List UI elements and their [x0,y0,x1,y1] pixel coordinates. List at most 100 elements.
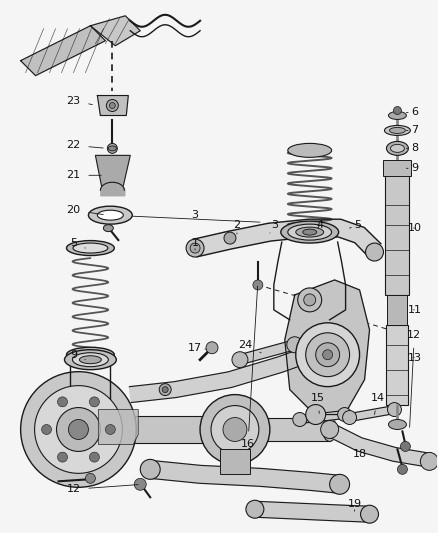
Circle shape [338,408,352,422]
Text: 19: 19 [347,499,362,511]
Text: 17: 17 [188,343,206,353]
Text: 18: 18 [353,449,367,459]
Ellipse shape [303,229,317,235]
Circle shape [293,413,307,426]
Circle shape [68,419,88,439]
Circle shape [57,397,67,407]
Polygon shape [129,347,311,402]
Ellipse shape [97,210,124,220]
Text: 1: 1 [191,238,198,250]
Ellipse shape [243,417,257,441]
Text: 2: 2 [233,220,240,234]
Polygon shape [149,461,340,493]
Polygon shape [254,501,370,522]
Polygon shape [95,155,130,190]
Ellipse shape [103,224,113,232]
Text: 5: 5 [70,238,85,248]
Polygon shape [299,410,345,424]
Circle shape [388,402,401,416]
Ellipse shape [288,143,332,157]
Polygon shape [21,26,106,76]
Text: 20: 20 [67,205,103,215]
Text: 21: 21 [67,170,101,180]
Circle shape [89,452,99,462]
Circle shape [316,343,339,367]
Circle shape [35,385,122,473]
Polygon shape [239,340,296,365]
Circle shape [323,350,332,360]
Circle shape [287,337,303,353]
Text: 16: 16 [241,286,258,449]
Circle shape [246,500,264,518]
Ellipse shape [323,417,337,441]
Circle shape [306,333,350,377]
Text: 7: 7 [406,125,418,135]
Circle shape [206,342,218,354]
Polygon shape [97,95,128,116]
Ellipse shape [386,141,408,155]
Circle shape [85,473,95,483]
Text: 10: 10 [407,223,421,233]
Ellipse shape [281,221,339,243]
Text: 12: 12 [67,484,138,494]
Polygon shape [193,219,381,257]
Ellipse shape [108,146,117,151]
Ellipse shape [79,356,101,364]
Ellipse shape [288,224,332,240]
Text: 13: 13 [407,353,421,363]
Circle shape [321,421,339,439]
Text: 23: 23 [67,95,92,106]
Text: 5: 5 [350,220,361,230]
Circle shape [89,397,99,407]
Bar [220,449,250,474]
Circle shape [200,394,270,464]
Text: 3: 3 [191,210,198,220]
Bar [384,160,411,176]
Text: 4: 4 [316,220,323,230]
Ellipse shape [390,144,404,152]
Circle shape [420,453,438,470]
Bar [388,295,407,325]
Circle shape [304,294,316,306]
Text: 15: 15 [311,393,325,414]
Ellipse shape [389,111,406,119]
Circle shape [296,323,360,386]
Circle shape [190,243,200,253]
Circle shape [162,386,168,393]
Text: 9: 9 [70,350,85,360]
Ellipse shape [389,127,406,133]
Circle shape [21,372,136,487]
Circle shape [397,464,407,474]
Text: 24: 24 [238,340,261,353]
Polygon shape [326,423,432,468]
Ellipse shape [67,240,114,255]
Text: 9: 9 [406,163,418,173]
Circle shape [232,352,248,368]
Circle shape [186,239,204,257]
Polygon shape [285,280,370,415]
Bar [386,325,408,405]
Bar [250,417,330,441]
Circle shape [211,406,259,454]
Text: 11: 11 [407,305,421,315]
Circle shape [393,107,401,115]
Circle shape [253,280,263,290]
Ellipse shape [72,353,108,367]
Text: 8: 8 [406,143,418,154]
Circle shape [343,410,357,424]
Text: 6: 6 [406,108,418,117]
Bar [385,175,410,295]
Ellipse shape [64,350,117,370]
Circle shape [134,478,146,490]
Polygon shape [99,409,138,445]
Circle shape [224,232,236,244]
Circle shape [140,459,160,479]
Bar [118,416,238,443]
Circle shape [330,474,350,494]
Ellipse shape [227,416,249,443]
Circle shape [106,100,118,111]
Circle shape [159,384,171,395]
Text: 3: 3 [270,220,278,233]
Circle shape [366,243,384,261]
Circle shape [107,143,117,154]
